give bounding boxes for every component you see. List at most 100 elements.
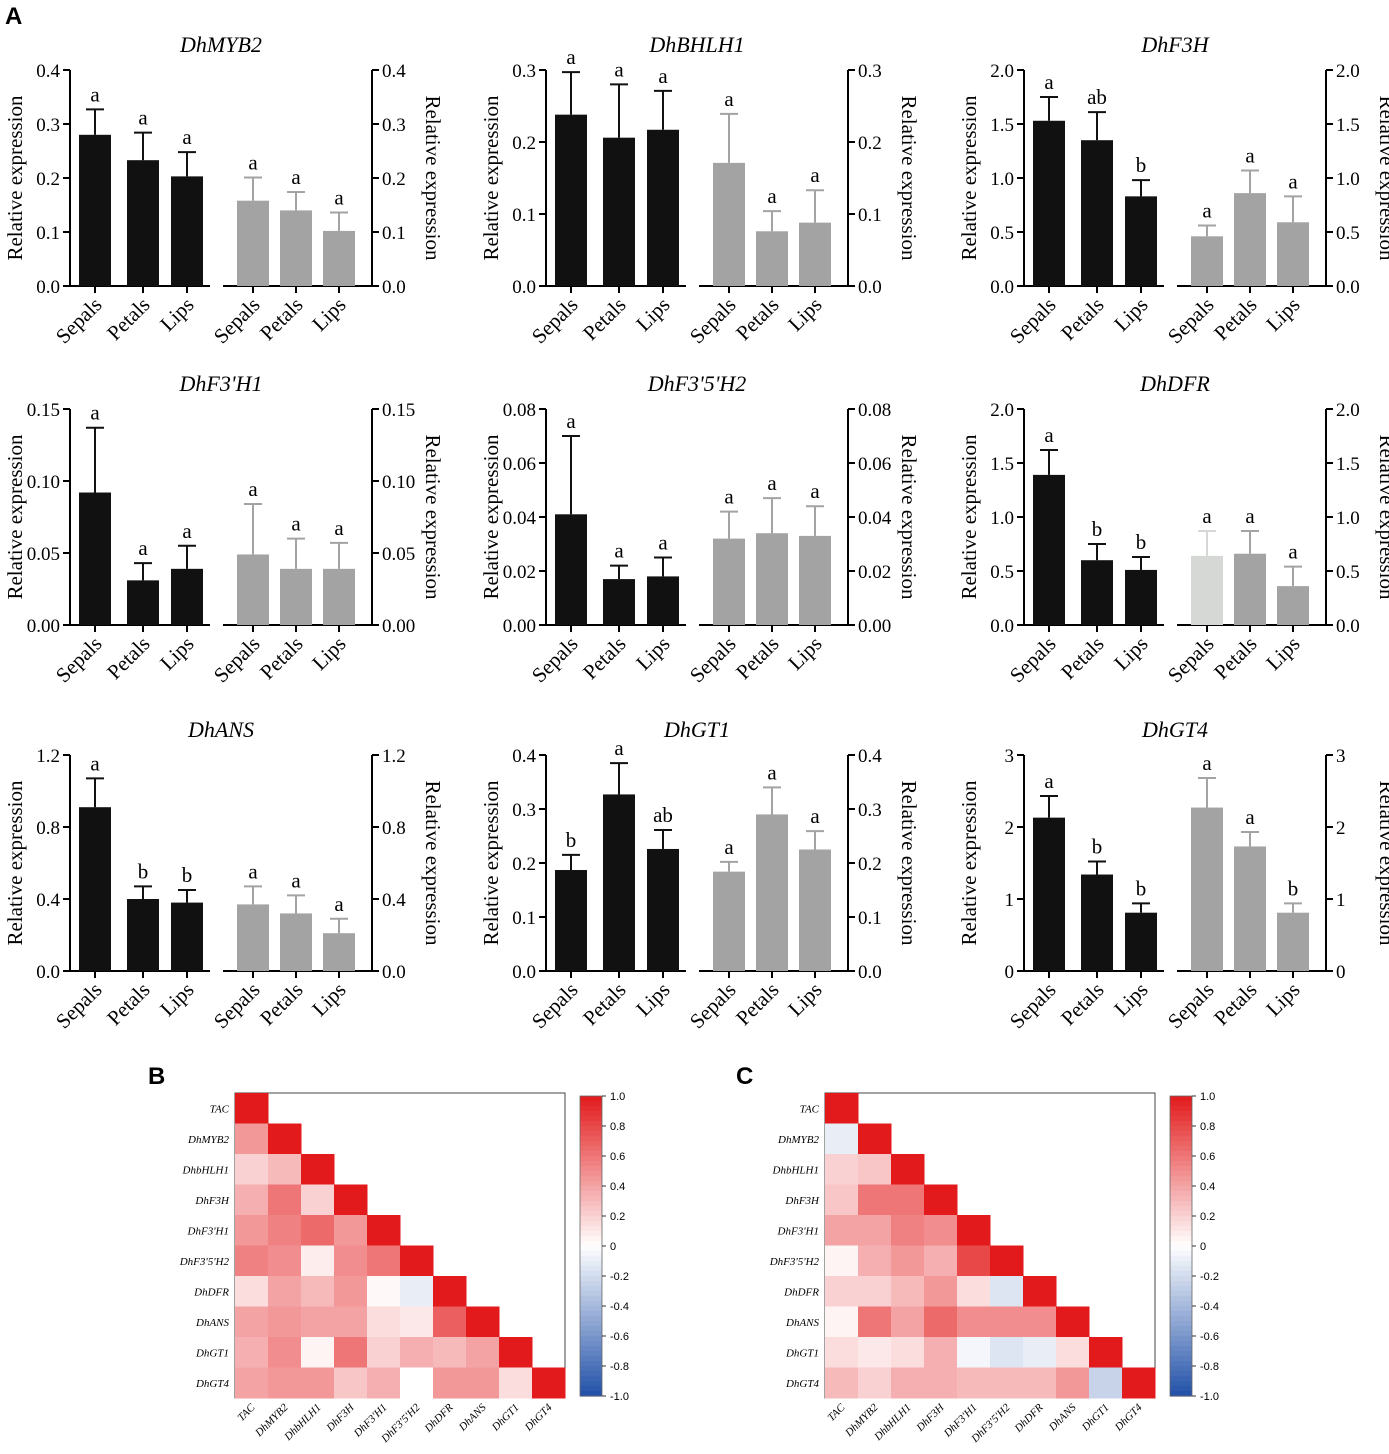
colorbar-segment bbox=[1170, 1106, 1192, 1112]
significance-letter: a bbox=[767, 184, 777, 208]
colorbar-segment bbox=[580, 1206, 602, 1212]
heatmap-cell bbox=[858, 1367, 892, 1399]
column-label: TAC bbox=[825, 1401, 848, 1424]
colorbar-segment bbox=[1170, 1146, 1192, 1152]
significance-letter: a bbox=[291, 512, 301, 536]
bar bbox=[323, 568, 355, 625]
colorbar-segment bbox=[580, 1391, 602, 1397]
x-tick-label: Sepals bbox=[51, 978, 107, 1034]
heatmaps: TAC TAC DhMYB2 DhMYB2 DhbHLH1 DhbHLH1 DhF3H DhF… bbox=[179, 1091, 1219, 1446]
x-tick-label: Sepals bbox=[1005, 978, 1061, 1034]
y-tick-label: 0.4 bbox=[36, 890, 60, 911]
heatmap-cell bbox=[957, 1276, 991, 1307]
y-tick-label: 1.2 bbox=[36, 746, 60, 767]
colorbar-tick-label: 0.2 bbox=[1200, 1211, 1215, 1223]
colorbar-segment bbox=[1170, 1296, 1192, 1302]
y-tick-label-right: 1.0 bbox=[1336, 508, 1360, 529]
heatmap-cell bbox=[858, 1154, 892, 1185]
x-tick-label: Sepals bbox=[527, 293, 583, 349]
y-tick-label-right: 0.0 bbox=[858, 277, 882, 298]
x-tick-label: Petals bbox=[255, 632, 307, 684]
y-axis-label-right: Relative expression bbox=[421, 780, 445, 946]
heatmap-cell bbox=[825, 1245, 859, 1277]
x-tick-label: Lips bbox=[1109, 978, 1152, 1021]
y-tick-label-right: 0.08 bbox=[858, 400, 891, 421]
row-label: DhGT4 bbox=[195, 1378, 230, 1390]
significance-letter: a bbox=[1202, 199, 1212, 223]
colorbar-segment bbox=[1170, 1126, 1192, 1132]
significance-letter: a bbox=[1044, 423, 1054, 447]
row-label: DhF3H bbox=[194, 1195, 230, 1207]
heatmap-cell bbox=[301, 1215, 335, 1246]
colorbar-segment bbox=[580, 1196, 602, 1202]
bar bbox=[237, 200, 269, 286]
bar-chart: DhGT1 0.0 0.0 0.1 0.1 0.2 0.2 0.3 0.3 0.4 0.4 Relat… bbox=[479, 717, 921, 1033]
bar bbox=[799, 849, 831, 971]
significance-letter: a bbox=[724, 485, 734, 509]
bar bbox=[799, 222, 831, 286]
y-tick-label: 0.8 bbox=[36, 818, 60, 839]
colorbar-segment bbox=[1170, 1276, 1192, 1282]
y-tick-label: 0.3 bbox=[512, 61, 536, 82]
chart-title: DhDFR bbox=[1139, 371, 1210, 396]
x-tick-label: Sepals bbox=[685, 293, 741, 349]
colorbar-segment bbox=[1170, 1116, 1192, 1122]
x-tick-label: Petals bbox=[1209, 978, 1261, 1030]
colorbar-segment bbox=[580, 1151, 602, 1157]
y-axis-label: Relative expression bbox=[957, 780, 981, 946]
colorbar-segment bbox=[1170, 1181, 1192, 1187]
heatmap-cell bbox=[1122, 1367, 1156, 1399]
heatmap-cell bbox=[825, 1306, 859, 1338]
bar bbox=[603, 579, 635, 625]
colorbar-tick-label: 0.4 bbox=[610, 1181, 625, 1193]
x-tick-label: Sepals bbox=[527, 978, 583, 1034]
heatmap-cell bbox=[367, 1276, 401, 1307]
colorbar-segment bbox=[580, 1346, 602, 1352]
colorbar-segment bbox=[1170, 1371, 1192, 1377]
heatmap-cell bbox=[891, 1337, 925, 1368]
colorbar-segment bbox=[1170, 1156, 1192, 1162]
y-tick-label-right: 1 bbox=[1336, 890, 1346, 911]
panel-label-c: C bbox=[736, 1063, 753, 1090]
y-tick-label-right: 0.1 bbox=[858, 205, 882, 226]
y-tick-label-right: 0.5 bbox=[1336, 562, 1360, 583]
colorbar-segment bbox=[1170, 1356, 1192, 1362]
x-tick-label: Petals bbox=[102, 632, 154, 684]
y-tick-label-right: 0.0 bbox=[382, 277, 406, 298]
heatmap-cell bbox=[235, 1276, 269, 1307]
heatmap-cell bbox=[891, 1154, 925, 1185]
y-tick-label: 1.0 bbox=[990, 508, 1014, 529]
y-axis-label: Relative expression bbox=[3, 95, 27, 261]
x-tick-label: Petals bbox=[1209, 632, 1261, 684]
colorbar-segment bbox=[1170, 1141, 1192, 1147]
heatmap-cell bbox=[433, 1337, 467, 1368]
heatmap-cell bbox=[990, 1245, 1024, 1277]
row-label: TAC bbox=[210, 1103, 230, 1115]
heatmap-cell bbox=[990, 1276, 1024, 1307]
colorbar-segment bbox=[1170, 1271, 1192, 1277]
significance-letter: a bbox=[614, 539, 624, 563]
heatmap-cell bbox=[825, 1276, 859, 1307]
x-tick-label: Petals bbox=[731, 632, 783, 684]
colorbar-segment bbox=[1170, 1226, 1192, 1232]
bar bbox=[79, 492, 111, 625]
x-tick-label: Sepals bbox=[1163, 293, 1219, 349]
bar bbox=[127, 580, 159, 625]
significance-letter: a bbox=[614, 736, 624, 760]
bar bbox=[756, 231, 788, 286]
significance-letter: a bbox=[1044, 769, 1054, 793]
y-tick-label: 0.08 bbox=[503, 400, 536, 421]
bar bbox=[171, 902, 203, 971]
bar bbox=[555, 870, 587, 971]
heatmap-cell bbox=[990, 1337, 1024, 1368]
colorbar-tick-label: 1.0 bbox=[610, 1091, 625, 1103]
colorbar-segment bbox=[580, 1201, 602, 1207]
colorbar-segment bbox=[1170, 1196, 1192, 1202]
x-tick-label: Sepals bbox=[527, 632, 583, 688]
heatmap-cell bbox=[301, 1184, 335, 1216]
bar bbox=[323, 230, 355, 286]
colorbar-segment bbox=[580, 1146, 602, 1152]
heatmap-cell bbox=[957, 1215, 991, 1246]
bar-charts: DhMYB2 0.0 0.0 0.1 0.1 0.2 0.2 0.3 0.3 0.4 0.4 Rela… bbox=[3, 32, 1389, 1033]
significance-letter: a bbox=[1202, 504, 1212, 528]
